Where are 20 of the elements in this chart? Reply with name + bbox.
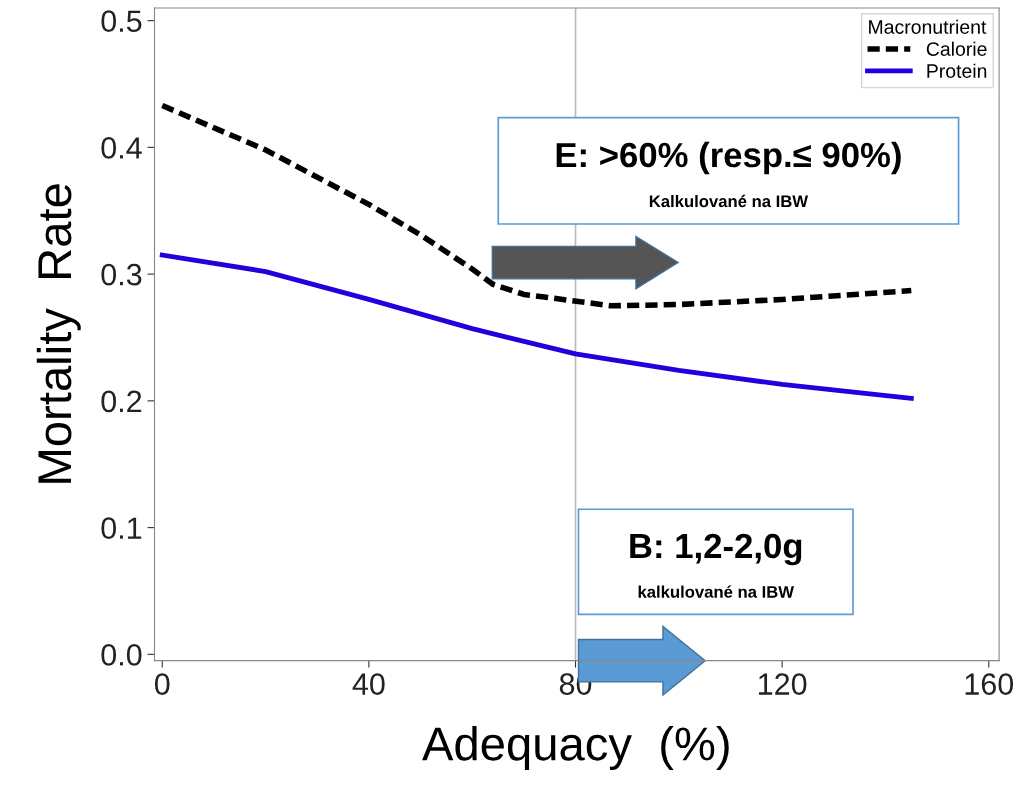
x-tick-label: 40 [352,673,385,695]
y-tick-label: 0.0 [101,644,142,666]
line-series [159,252,914,401]
x-axis-title: Adequacy (%) [422,725,729,770]
annotation: kalkulované na IBW [638,585,794,598]
y-tick-label: 0.4 [101,137,142,159]
y-axis-title: Mortality Rate [36,184,81,483]
x-tick-label: 160 [965,673,1014,695]
x-tick-label: 120 [758,673,807,695]
legend-label: Calorie [926,41,987,56]
y-tick-label: 0.2 [101,390,142,413]
legend-title: Macronutrient [869,19,987,34]
annotation: E: >60% (resp.≤ 90%) [556,141,901,175]
annotation: B: 1,2-2,0g [630,533,802,566]
legend-label: Protein [927,63,987,78]
y-tick-label: 0.1 [101,517,142,539]
y-tick-label: 0.5 [101,10,142,33]
annotation: Kalkulované na IBW [649,194,809,208]
y-tick-label: 0.3 [101,263,142,286]
x-tick-label: 0 [154,673,170,695]
